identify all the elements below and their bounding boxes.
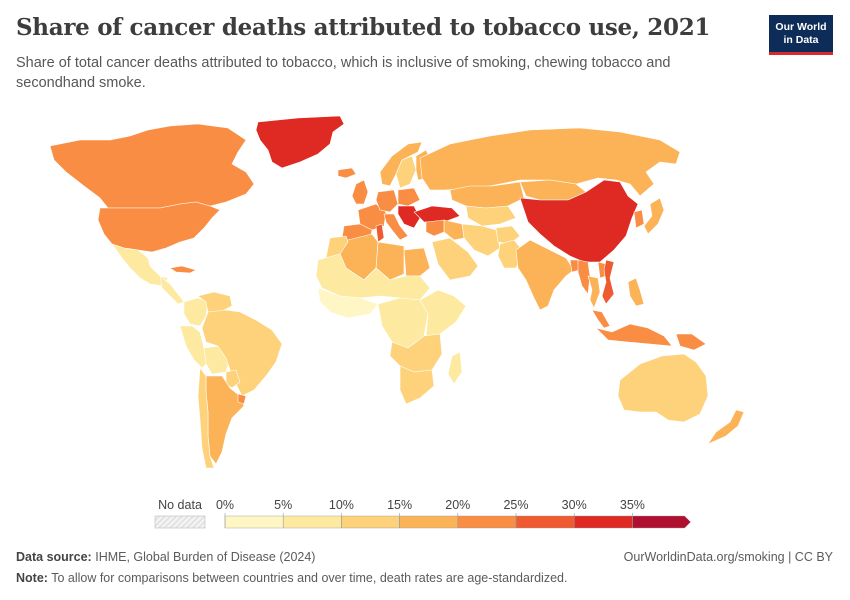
legend-no-data-swatch	[154, 515, 206, 529]
chart-subtitle: Share of total cancer deaths attributed …	[16, 55, 671, 91]
owid-logo[interactable]: Our World in Data	[769, 15, 833, 55]
data-source-text[interactable]: IHME, Global Burden of Disease (2024)	[95, 550, 316, 564]
region-united-states[interactable]	[97, 201, 221, 253]
region-iceland[interactable]	[337, 167, 357, 179]
region-china[interactable]	[519, 179, 639, 263]
legend-bin[interactable]	[632, 515, 691, 529]
region-poland[interactable]	[397, 187, 421, 207]
logo-line-2: in Data	[783, 33, 819, 46]
region-turkey[interactable]	[413, 205, 461, 223]
region-iraq[interactable]	[443, 219, 465, 241]
region-greenland[interactable]	[255, 115, 345, 169]
region-brazil[interactable]	[201, 309, 283, 397]
region-tunisia[interactable]	[375, 223, 385, 243]
region-venezuela[interactable]	[197, 291, 233, 313]
legend-tick-label: 30%	[562, 498, 587, 512]
footer-url[interactable]: OurWorldinData.org/smoking | CC BY	[623, 550, 833, 564]
region-mexico[interactable]	[111, 243, 169, 287]
region-malaysia[interactable]	[591, 309, 611, 329]
region-canada[interactable]	[49, 123, 255, 209]
legend-bin[interactable]	[515, 515, 575, 529]
world-map	[49, 115, 745, 469]
region-central-america[interactable]	[159, 275, 185, 305]
region-india[interactable]	[515, 239, 575, 311]
region-west-africa[interactable]	[317, 287, 379, 319]
legend-tick-label: 20%	[445, 498, 470, 512]
region-germany[interactable]	[375, 189, 399, 213]
legend-bin[interactable]	[341, 515, 400, 529]
logo-line-1: Our World	[775, 20, 827, 33]
region-new-zealand[interactable]	[707, 409, 745, 445]
region-egypt[interactable]	[403, 247, 431, 277]
note-text: To allow for comparisons between countri…	[51, 571, 568, 585]
legend-tick-label: 0%	[216, 498, 234, 512]
legend-tick-label: 35%	[620, 498, 645, 512]
region-japan[interactable]	[643, 197, 665, 235]
legend-tick-label: 10%	[329, 498, 354, 512]
legend-bin[interactable]	[283, 515, 342, 529]
region-italy[interactable]	[383, 213, 409, 241]
legend-bin[interactable]	[574, 515, 633, 529]
region-colombia[interactable]	[183, 297, 209, 327]
region-indonesia[interactable]	[595, 323, 673, 347]
legend-bin[interactable]	[224, 515, 284, 529]
region-australia[interactable]	[617, 353, 709, 423]
region-united-kingdom[interactable]	[351, 179, 369, 205]
region-vietnam[interactable]	[601, 259, 615, 305]
region-southern-africa[interactable]	[389, 333, 443, 373]
chart-title: Share of cancer deaths attributed to tob…	[16, 14, 711, 41]
region-philippines[interactable]	[627, 277, 645, 307]
region-madagascar[interactable]	[447, 351, 463, 385]
region-afghanistan[interactable]	[495, 225, 521, 245]
color-legend: No data 0% 5% 10% 15% 20% 25% 30% 35%	[154, 498, 691, 529]
region-south-africa[interactable]	[399, 365, 435, 405]
region-norway[interactable]	[379, 141, 423, 187]
region-chile[interactable]	[197, 367, 215, 469]
legend-bin[interactable]	[457, 515, 517, 529]
footer-note: Note: To allow for comparisons between c…	[16, 571, 567, 585]
region-myanmar[interactable]	[577, 259, 591, 295]
region-central-asia[interactable]	[465, 205, 517, 227]
region-uruguay[interactable]	[237, 393, 247, 405]
region-morocco[interactable]	[325, 235, 349, 259]
legend-tick-label: 25%	[503, 498, 528, 512]
region-korea[interactable]	[633, 209, 645, 229]
note-label: Note:	[16, 571, 48, 585]
legend-tick-label: 15%	[387, 498, 412, 512]
region-saudi-arabia[interactable]	[431, 237, 479, 281]
region-kazakhstan[interactable]	[449, 181, 525, 209]
region-east-africa[interactable]	[419, 289, 467, 337]
region-cuba[interactable]	[169, 265, 197, 274]
region-syria[interactable]	[425, 219, 445, 237]
legend-bin[interactable]	[399, 515, 459, 529]
region-iran[interactable]	[461, 223, 501, 257]
region-thailand[interactable]	[587, 275, 601, 309]
legend-tick-label: 5%	[274, 498, 292, 512]
data-source-label: Data source:	[16, 550, 92, 564]
legend-no-data-label: No data	[158, 498, 202, 512]
data-source: Data source: IHME, Global Burden of Dise…	[16, 550, 315, 564]
region-papua-new-guinea[interactable]	[675, 333, 707, 351]
region-balkans[interactable]	[397, 205, 421, 229]
region-sahel[interactable]	[315, 253, 431, 301]
